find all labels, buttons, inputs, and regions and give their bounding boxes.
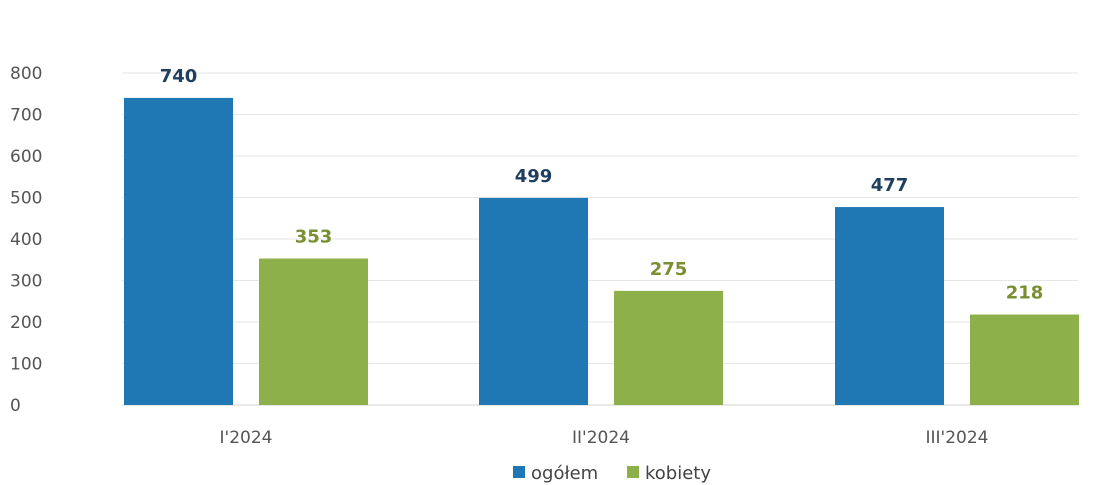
x-category-label: III'2024 bbox=[926, 428, 989, 448]
bar-ogolem bbox=[479, 197, 588, 405]
bar-ogolem bbox=[835, 207, 944, 405]
bar-ogolem bbox=[124, 97, 233, 406]
y-tick-label: 500 bbox=[10, 189, 42, 209]
x-category-label: I'2024 bbox=[220, 428, 273, 448]
data-label: 353 bbox=[295, 227, 333, 248]
y-tick-label: 700 bbox=[10, 106, 42, 126]
y-tick-label: 100 bbox=[10, 355, 42, 375]
y-tick-label: 200 bbox=[10, 313, 42, 333]
x-category-label: II'2024 bbox=[572, 428, 630, 448]
bar-kobiety bbox=[970, 314, 1079, 405]
bar-kobiety bbox=[259, 258, 368, 405]
y-axis: 0 100 200 300 400 500 600 700 800 bbox=[10, 64, 42, 416]
y-tick-label: 0 bbox=[10, 396, 21, 416]
data-label: 477 bbox=[871, 175, 909, 196]
y-tick-label: 800 bbox=[10, 64, 42, 84]
data-label: 218 bbox=[1006, 283, 1044, 304]
bars bbox=[124, 97, 1079, 406]
x-axis: I'2024 II'2024 III'2024 bbox=[220, 428, 989, 448]
data-label: 275 bbox=[650, 259, 688, 280]
y-tick-label: 600 bbox=[10, 147, 42, 167]
legend-label: kobiety bbox=[645, 463, 711, 484]
legend-label: ogółem bbox=[531, 463, 598, 484]
legend-swatch bbox=[627, 466, 639, 478]
y-tick-label: 400 bbox=[10, 230, 42, 250]
legend: ogółem kobiety bbox=[513, 463, 711, 484]
legend-swatch bbox=[513, 466, 525, 478]
data-labels: 740 353 499 275 477 218 bbox=[160, 66, 1044, 304]
bar-kobiety bbox=[614, 290, 723, 405]
y-tick-label: 300 bbox=[10, 272, 42, 292]
data-label: 740 bbox=[160, 66, 198, 87]
data-label: 499 bbox=[515, 166, 553, 187]
